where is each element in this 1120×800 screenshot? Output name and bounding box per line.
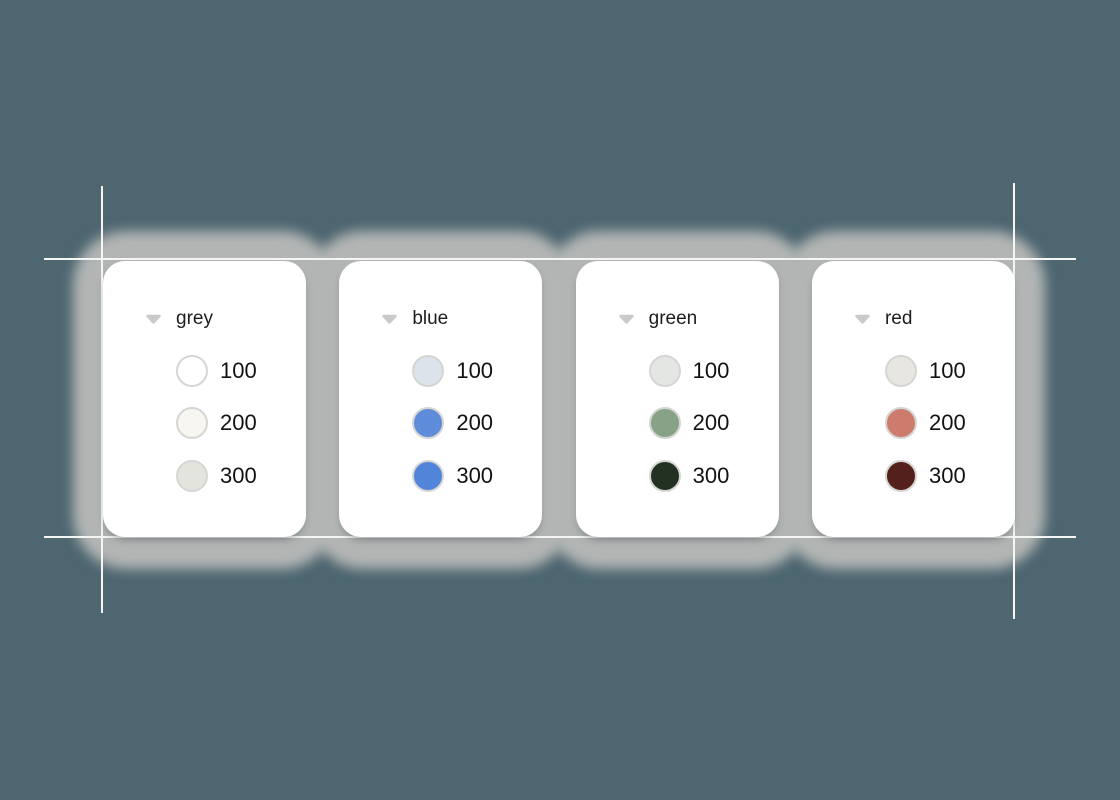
card-title: grey <box>176 308 213 329</box>
swatch-row: 300 <box>648 460 730 492</box>
swatch-label: 200 <box>928 410 966 435</box>
swatch-row: 100 <box>412 355 493 387</box>
card-title: green <box>648 308 698 329</box>
color-swatch[interactable] <box>648 460 681 492</box>
color-swatch[interactable] <box>648 355 681 387</box>
swatch-row: 100 <box>884 355 966 387</box>
card-title: blue <box>412 308 449 329</box>
swatch-label: 300 <box>928 463 966 488</box>
card-header: grey <box>145 307 213 331</box>
color-swatch[interactable] <box>412 460 445 492</box>
collapse-triangle-icon[interactable] <box>145 314 162 324</box>
swatch-label: 300 <box>220 463 257 488</box>
swatch-label: 100 <box>220 358 257 383</box>
color-card-blue: blue 100 200 300 <box>339 261 543 537</box>
color-card-grey: grey 100 200 300 <box>103 261 306 537</box>
color-swatch[interactable] <box>884 355 917 387</box>
swatch-label: 300 <box>692 463 730 488</box>
collapse-triangle-icon[interactable] <box>618 314 635 324</box>
color-swatch[interactable] <box>176 355 208 387</box>
swatch-row: 300 <box>884 460 966 492</box>
swatch-row: 300 <box>412 460 493 492</box>
swatch-label: 100 <box>456 358 494 383</box>
card-title: red <box>884 308 913 329</box>
swatch-row: 200 <box>412 407 493 439</box>
color-swatch[interactable] <box>884 407 917 439</box>
color-swatch[interactable] <box>176 460 208 492</box>
swatch-row: 200 <box>176 407 257 439</box>
color-swatch[interactable] <box>412 407 445 439</box>
collapse-triangle-icon[interactable] <box>381 314 398 324</box>
swatch-row: 200 <box>648 407 730 439</box>
color-cards-row: grey 100 200 300 blue <box>103 261 1015 537</box>
collapse-triangle-icon[interactable] <box>854 314 871 324</box>
color-swatch[interactable] <box>648 407 681 439</box>
card-header: red <box>854 307 912 331</box>
swatch-label: 200 <box>692 410 730 435</box>
color-card-green: green 100 200 300 <box>575 261 779 537</box>
swatch-row: 200 <box>884 407 966 439</box>
card-header: blue <box>381 307 448 331</box>
swatch-row: 100 <box>648 355 730 387</box>
swatch-row: 300 <box>176 460 257 492</box>
guide-line-vertical-left <box>101 186 103 613</box>
swatch-label: 200 <box>456 410 494 435</box>
color-swatch[interactable] <box>884 460 917 492</box>
guide-line-horizontal-top <box>44 258 1076 260</box>
color-card-red: red 100 200 300 <box>811 261 1015 537</box>
color-swatch[interactable] <box>412 355 445 387</box>
guide-line-horizontal-bottom <box>44 536 1076 538</box>
swatch-label: 300 <box>456 463 494 488</box>
swatch-label: 100 <box>928 358 966 383</box>
card-header: green <box>618 307 698 331</box>
swatch-row: 100 <box>176 355 257 387</box>
swatch-label: 100 <box>692 358 730 383</box>
color-swatch[interactable] <box>176 407 208 439</box>
swatch-label: 200 <box>220 410 257 435</box>
